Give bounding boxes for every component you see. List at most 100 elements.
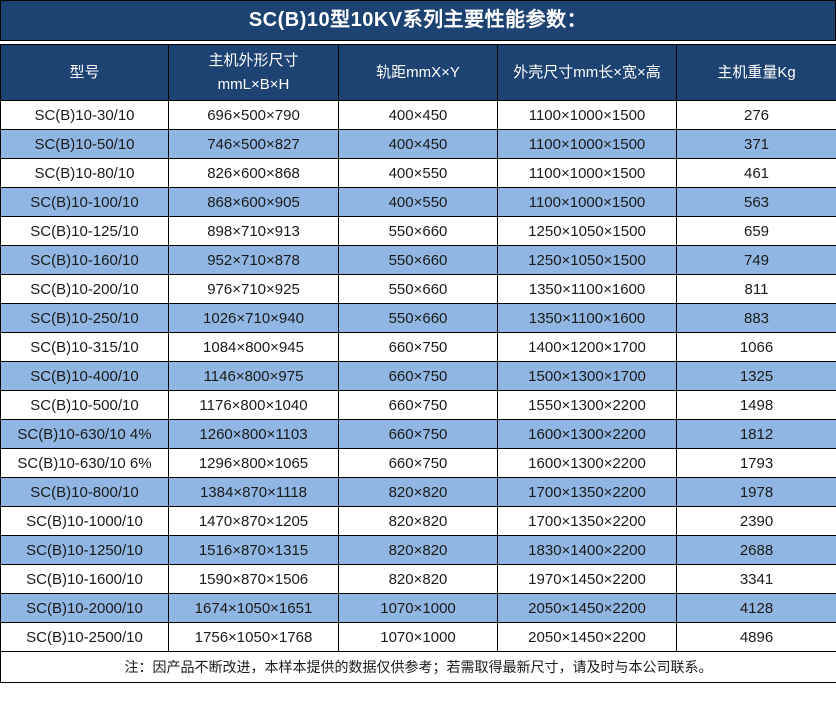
table-cell: 1260×800×1103 [168, 419, 339, 449]
table-cell: 1830×1400×2200 [497, 535, 677, 565]
table-cell: 1100×1000×1500 [497, 158, 677, 188]
table-cell: SC(B)10-800/10 [0, 477, 169, 507]
table-cell: 826×600×868 [168, 158, 339, 188]
table-cell: 1470×870×1205 [168, 506, 339, 536]
table-cell: 1100×1000×1500 [497, 187, 677, 217]
table-cell: 660×750 [338, 390, 498, 420]
table-cell: 2050×1450×2200 [497, 593, 677, 623]
table-cell: 820×820 [338, 535, 498, 565]
table-cell: SC(B)10-80/10 [0, 158, 169, 188]
table-cell: 1400×1200×1700 [497, 332, 677, 362]
table-cell: 1812 [676, 419, 836, 449]
table-cell: 1674×1050×1651 [168, 593, 339, 623]
table-cell: 811 [676, 274, 836, 304]
column-header-sublabel: mmL×B×H [217, 75, 290, 93]
table-cell: 898×710×913 [168, 216, 339, 246]
table-cell: 1978 [676, 477, 836, 507]
table-cell: 883 [676, 303, 836, 333]
table-cell: 1350×1100×1600 [497, 274, 677, 304]
table-cell: 3341 [676, 564, 836, 594]
table-cell: 276 [676, 100, 836, 130]
table-cell: SC(B)10-100/10 [0, 187, 169, 217]
table-cell: 400×550 [338, 187, 498, 217]
table-row: SC(B)10-400/10 1146×800×975 660×750 1500×13… [0, 361, 836, 391]
header-row: 型号 主机外形尺寸 mmL×B×H 轨距mmX×Y 外壳尺寸mm长×宽×高 主机… [0, 44, 836, 101]
table-row: SC(B)10-30/10 696×500×790 400×450 1100×1000… [0, 100, 836, 130]
table-cell: SC(B)10-630/10 6% [0, 448, 169, 478]
table-cell: 820×820 [338, 477, 498, 507]
table-row: SC(B)10-1250/10 1516×870×1315 820×820 1830×… [0, 535, 836, 565]
table-cell: 746×500×827 [168, 129, 339, 159]
table-cell: 550×660 [338, 245, 498, 275]
spec-table: 型号 主机外形尺寸 mmL×B×H 轨距mmX×Y 外壳尺寸mm长×宽×高 主机… [0, 44, 836, 683]
column-header-weight: 主机重量Kg [676, 44, 836, 101]
table-cell: 820×820 [338, 564, 498, 594]
table-row: SC(B)10-100/10 868×600×905 400×550 1100×100… [0, 187, 836, 217]
table-row: SC(B)10-2500/10 1756×1050×1768 1070×1000 20… [0, 622, 836, 652]
table-cell: 1100×1000×1500 [497, 100, 677, 130]
table-cell: 550×660 [338, 274, 498, 304]
table-row: SC(B)10-125/10 898×710×913 550×660 1250×105… [0, 216, 836, 246]
table-cell: 1350×1100×1600 [497, 303, 677, 333]
column-header-label: 主机重量Kg [717, 63, 796, 81]
table-cell: SC(B)10-315/10 [0, 332, 169, 362]
table-row: SC(B)10-80/10 826×600×868 400×550 1100×1000… [0, 158, 836, 188]
table-cell: 400×450 [338, 100, 498, 130]
page-title: SC(B)10型10KV系列主要性能参数： [0, 0, 836, 41]
table-row: SC(B)10-800/10 1384×870×1118 820×820 1700×1… [0, 477, 836, 507]
table-cell: 868×600×905 [168, 187, 339, 217]
column-header-rail-gauge: 轨距mmX×Y [338, 44, 498, 101]
table-cell: 1084×800×945 [168, 332, 339, 362]
column-header-shell-dimensions: 外壳尺寸mm长×宽×高 [497, 44, 677, 101]
table-row: SC(B)10-2000/10 1674×1050×1651 1070×1000 20… [0, 593, 836, 623]
note-row: 注：因产品不断改进，本样本提供的数据仅供参考；若需取得最新尺寸，请及时与本公司联… [0, 651, 836, 683]
column-header-label: 外壳尺寸mm长×宽×高 [513, 63, 661, 81]
table-cell: 1700×1350×2200 [497, 506, 677, 536]
column-header-label: 型号 [69, 63, 100, 81]
table-row: SC(B)10-200/10 976×710×925 550×660 1350×110… [0, 274, 836, 304]
table-cell: 550×660 [338, 303, 498, 333]
table-row: SC(B)10-50/10 746×500×827 400×450 1100×1000… [0, 129, 836, 159]
table-row: SC(B)10-160/10 952×710×878 550×660 1250×105… [0, 245, 836, 275]
table-cell: 550×660 [338, 216, 498, 246]
table-cell: 1250×1050×1500 [497, 216, 677, 246]
table-cell: 659 [676, 216, 836, 246]
table-cell: 1296×800×1065 [168, 448, 339, 478]
column-header-label: 轨距mmX×Y [376, 63, 460, 81]
table-cell: SC(B)10-1250/10 [0, 535, 169, 565]
table-cell: 2688 [676, 535, 836, 565]
table-cell: SC(B)10-1000/10 [0, 506, 169, 536]
note-text: 注：因产品不断改进，本样本提供的数据仅供参考；若需取得最新尺寸，请及时与本公司联… [0, 651, 836, 683]
table-cell: 1600×1300×2200 [497, 448, 677, 478]
table-cell: 660×750 [338, 448, 498, 478]
table-cell: 1325 [676, 361, 836, 391]
table-cell: 660×750 [338, 419, 498, 449]
table-cell: 1793 [676, 448, 836, 478]
table-cell: 1590×870×1506 [168, 564, 339, 594]
table-cell: 696×500×790 [168, 100, 339, 130]
table-cell: 1498 [676, 390, 836, 420]
table-cell: SC(B)10-125/10 [0, 216, 169, 246]
table-cell: 820×820 [338, 506, 498, 536]
table-cell: SC(B)10-30/10 [0, 100, 169, 130]
table-cell: 1970×1450×2200 [497, 564, 677, 594]
table-cell: SC(B)10-2500/10 [0, 622, 169, 652]
table-cell: 1550×1300×2200 [497, 390, 677, 420]
table-cell: 371 [676, 129, 836, 159]
table-cell: 1700×1350×2200 [497, 477, 677, 507]
table-cell: SC(B)10-2000/10 [0, 593, 169, 623]
table-body: SC(B)10-30/10 696×500×790 400×450 1100×1000… [0, 100, 836, 652]
table-cell: 4896 [676, 622, 836, 652]
table-cell: 2390 [676, 506, 836, 536]
table-cell: SC(B)10-250/10 [0, 303, 169, 333]
table-cell: 2050×1450×2200 [497, 622, 677, 652]
table-cell: 660×750 [338, 361, 498, 391]
table-cell: 1516×870×1315 [168, 535, 339, 565]
table-cell: 1070×1000 [338, 593, 498, 623]
table-cell: 1070×1000 [338, 622, 498, 652]
table-cell: 461 [676, 158, 836, 188]
table-cell: 400×550 [338, 158, 498, 188]
table-cell: 563 [676, 187, 836, 217]
column-header-model: 型号 [0, 44, 169, 101]
table-cell: 1500×1300×1700 [497, 361, 677, 391]
